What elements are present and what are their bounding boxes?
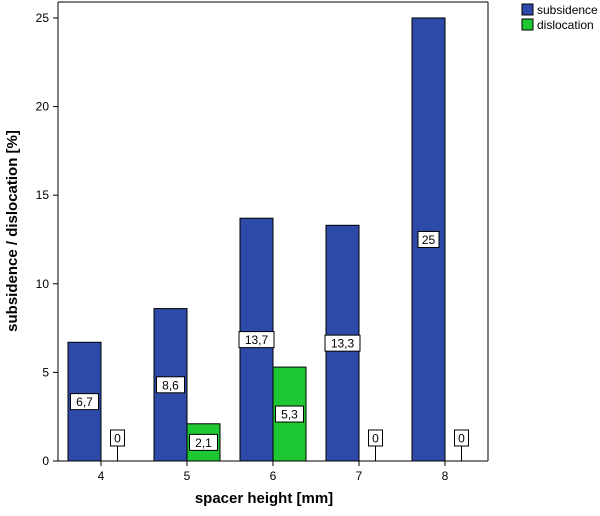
y-tick-label: 5 bbox=[42, 365, 49, 379]
data-label-box bbox=[189, 433, 218, 451]
y-tick-label: 25 bbox=[36, 11, 50, 25]
data-labels-layer: 6,7 8,6 13,7 13,3 25 0 2,1 5,3 0 0 bbox=[70, 230, 469, 461]
bars-layer bbox=[67, 17, 446, 462]
legend-label-dislocation: dislocation bbox=[537, 18, 594, 32]
data-label: 5,3 bbox=[281, 408, 298, 422]
x-tick-label: 5 bbox=[184, 469, 191, 483]
legend-swatch-subsidence bbox=[521, 3, 534, 16]
data-label-box bbox=[238, 331, 275, 349]
data-label: 0 bbox=[372, 432, 379, 446]
y-tick-label: 10 bbox=[36, 277, 50, 291]
data-label-box bbox=[454, 429, 469, 447]
y-tick-label: 0 bbox=[42, 454, 49, 468]
data-label: 6,7 bbox=[76, 395, 93, 409]
y-axis-label: subsidence / dislocation [%] bbox=[4, 130, 21, 332]
data-label: 13,7 bbox=[245, 333, 269, 347]
x-tick-label: 8 bbox=[442, 469, 449, 483]
data-label-box bbox=[275, 405, 304, 423]
data-label-box bbox=[156, 376, 185, 394]
y-axis: 0 5 10 15 20 25 bbox=[36, 11, 58, 468]
data-label-box bbox=[368, 429, 383, 447]
data-label: 2,1 bbox=[195, 436, 212, 450]
data-label: 0 bbox=[458, 432, 465, 446]
y-tick-label: 20 bbox=[36, 100, 50, 114]
data-label-box bbox=[110, 429, 125, 447]
data-label-box bbox=[70, 393, 99, 411]
legend-label-subsidence: subsidence bbox=[537, 3, 598, 17]
data-label: 0 bbox=[114, 432, 121, 446]
data-label: 13,3 bbox=[331, 337, 355, 351]
x-tick-label: 7 bbox=[356, 469, 363, 483]
data-label-box bbox=[417, 230, 440, 248]
data-label: 25 bbox=[422, 233, 436, 247]
data-label: 8,6 bbox=[162, 378, 179, 392]
x-axis-label: spacer height [mm] bbox=[195, 490, 333, 507]
x-axis: 4 5 6 7 8 bbox=[98, 461, 449, 483]
x-tick-label: 6 bbox=[270, 469, 277, 483]
data-label-box bbox=[324, 334, 361, 352]
y-tick-label: 15 bbox=[36, 188, 50, 202]
x-tick-label: 4 bbox=[98, 469, 105, 483]
legend-swatch-dislocation bbox=[521, 18, 534, 31]
